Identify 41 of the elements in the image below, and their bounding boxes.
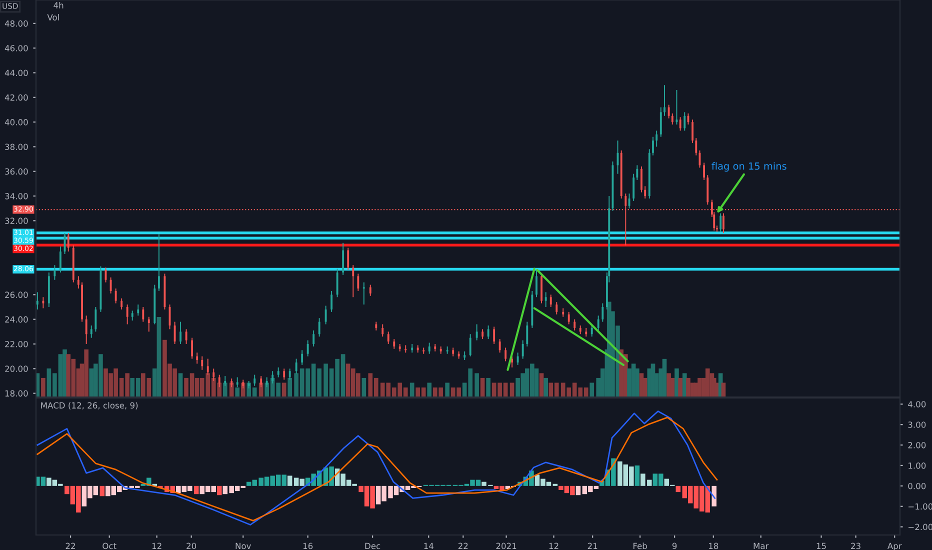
y-tick-label: 38.00 — [5, 144, 28, 150]
x-tick-label: 12 — [152, 542, 162, 549]
y-tick-label: 20.00 — [5, 366, 28, 372]
y-tick-label: 34.00 — [5, 193, 28, 200]
y-tick-label: 48.00 — [4, 20, 28, 27]
x-tick-label: 9 — [672, 542, 677, 550]
x-tick-label: 16 — [303, 542, 313, 550]
x-tick-label: Oct — [102, 542, 116, 550]
y-tick-label: 44.00 — [4, 70, 28, 76]
x-tick-label: Mar — [754, 542, 769, 550]
y-tick-label: 40.00 — [4, 119, 28, 126]
chart-title: 4h — [54, 2, 64, 8]
annotation: flag on 15 mins — [712, 162, 786, 172]
x-tick-label: 2021 — [496, 542, 516, 550]
chart-title: Vol — [47, 14, 59, 20]
x-tick-label: Nov — [236, 542, 251, 550]
y-tick-label: 4.00 — [908, 401, 926, 408]
y-tick-label: 1.00 — [908, 462, 926, 469]
x-tick-label: 15 — [816, 542, 826, 550]
y-tick-label: 36.00 — [5, 168, 28, 175]
x-tick-label: Dec — [365, 542, 380, 550]
x-tick-label: 21 — [588, 542, 598, 549]
chart-title: MACD (12, 26, close, 9) — [41, 402, 138, 410]
x-tick-label: 22 — [458, 542, 468, 549]
y-tick-label: 32.00 — [5, 218, 28, 224]
y-tick-label: 42.00 — [4, 94, 28, 101]
y-tick-label: 46.00 — [4, 45, 28, 52]
y-tick-label: 22.00 — [5, 340, 28, 348]
x-tick-label: 20 — [186, 542, 196, 550]
y-tick-label: 26.00 — [5, 292, 28, 298]
x-tick-label: 22 — [66, 542, 75, 549]
y-tick-label: 0.00 — [908, 482, 926, 490]
y-tick-label: 18.00 — [5, 390, 28, 397]
x-tick-label: 12 — [549, 542, 558, 549]
x-tick-label: Feb — [633, 542, 647, 550]
y-tick-label: 24.00 — [5, 316, 28, 323]
x-tick-label: 18 — [709, 542, 718, 550]
x-tick-label: 14 — [424, 542, 434, 549]
x-tick-label: 23 — [851, 542, 860, 550]
y-tick-label: 2.00 — [908, 442, 926, 448]
y-tick-label: 3.00 — [908, 422, 926, 428]
